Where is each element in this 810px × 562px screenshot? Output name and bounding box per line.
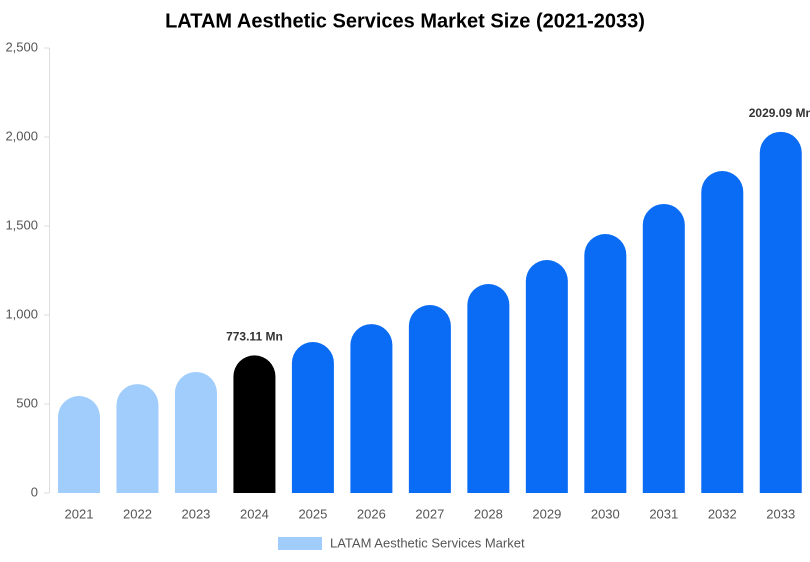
x-tick-label: 2030 [591, 506, 620, 521]
bar [174, 371, 217, 493]
value-label: 773.11 Mn [226, 330, 283, 344]
y-tick-label: 1,500 [5, 217, 38, 232]
bar [467, 284, 510, 493]
chart-title: LATAM Aesthetic Services Market Size (20… [165, 10, 645, 32]
bar [57, 395, 100, 493]
x-tick-label: 2031 [649, 506, 678, 521]
bar [759, 131, 802, 494]
legend-label: LATAM Aesthetic Services Market [330, 535, 525, 550]
x-tick-label: 2027 [415, 506, 444, 521]
x-tick-label: 2029 [532, 506, 561, 521]
y-tick-label: 1,000 [5, 306, 38, 321]
x-tick-label: 2023 [181, 506, 210, 521]
x-tick-label: 2025 [298, 506, 327, 521]
y-tick-label: 2,000 [5, 128, 38, 143]
x-tick-label: 2021 [65, 506, 94, 521]
y-tick-label: 500 [16, 395, 38, 410]
bar [701, 170, 744, 494]
y-tick-label: 0 [31, 484, 38, 499]
bar [350, 324, 393, 493]
bar [584, 234, 627, 493]
x-tick-label: 2024 [240, 506, 269, 521]
x-tick-label: 2032 [708, 506, 737, 521]
bar [233, 355, 276, 493]
x-tick-label: 2026 [357, 506, 386, 521]
value-label: 2029.09 Mn [749, 106, 810, 120]
bar [642, 203, 685, 493]
y-tick-label: 2,500 [5, 39, 38, 54]
legend-swatch [278, 537, 322, 550]
bar [408, 305, 451, 493]
x-tick-label: 2028 [474, 506, 503, 521]
bar [525, 259, 568, 493]
bar [291, 342, 334, 493]
bar [116, 384, 159, 493]
x-tick-label: 2033 [766, 506, 795, 521]
x-tick-label: 2022 [123, 506, 152, 521]
